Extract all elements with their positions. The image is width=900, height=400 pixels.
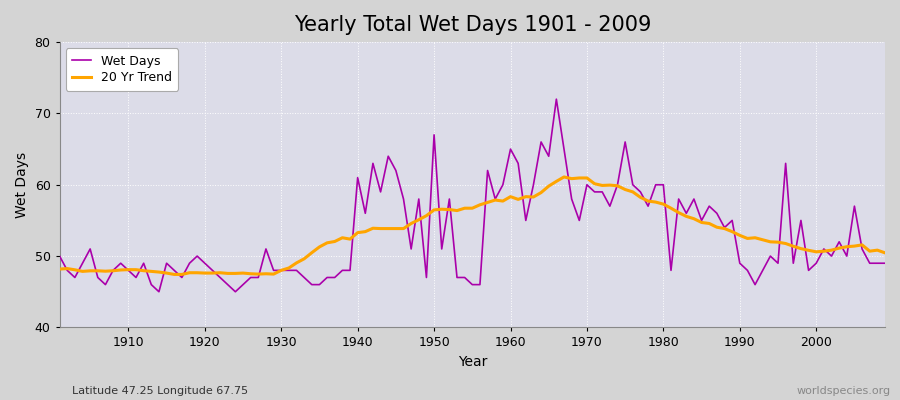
20 Yr Trend bbox=[169, 272, 180, 277]
Line: Wet Days: Wet Days bbox=[59, 99, 885, 292]
Legend: Wet Days, 20 Yr Trend: Wet Days, 20 Yr Trend bbox=[66, 48, 178, 91]
Text: worldspecies.org: worldspecies.org bbox=[796, 386, 891, 396]
X-axis label: Year: Year bbox=[457, 355, 487, 369]
20 Yr Trend bbox=[505, 194, 516, 199]
20 Yr Trend bbox=[337, 235, 347, 240]
Text: Latitude 47.25 Longitude 67.75: Latitude 47.25 Longitude 67.75 bbox=[72, 386, 248, 396]
Title: Yearly Total Wet Days 1901 - 2009: Yearly Total Wet Days 1901 - 2009 bbox=[293, 15, 651, 35]
Line: 20 Yr Trend: 20 Yr Trend bbox=[59, 177, 885, 274]
Wet Days bbox=[337, 268, 347, 273]
Wet Days bbox=[879, 261, 890, 266]
20 Yr Trend bbox=[115, 268, 126, 272]
20 Yr Trend bbox=[513, 197, 524, 202]
20 Yr Trend bbox=[612, 183, 623, 188]
Wet Days bbox=[513, 161, 524, 166]
Y-axis label: Wet Days: Wet Days bbox=[15, 152, 29, 218]
Wet Days bbox=[551, 97, 562, 102]
Wet Days bbox=[115, 261, 126, 266]
Wet Days bbox=[154, 289, 165, 294]
Wet Days bbox=[505, 147, 516, 152]
20 Yr Trend bbox=[879, 250, 890, 255]
20 Yr Trend bbox=[559, 174, 570, 179]
20 Yr Trend bbox=[291, 260, 302, 265]
Wet Days bbox=[54, 254, 65, 258]
Wet Days bbox=[291, 268, 302, 273]
20 Yr Trend bbox=[54, 267, 65, 272]
Wet Days bbox=[612, 182, 623, 187]
